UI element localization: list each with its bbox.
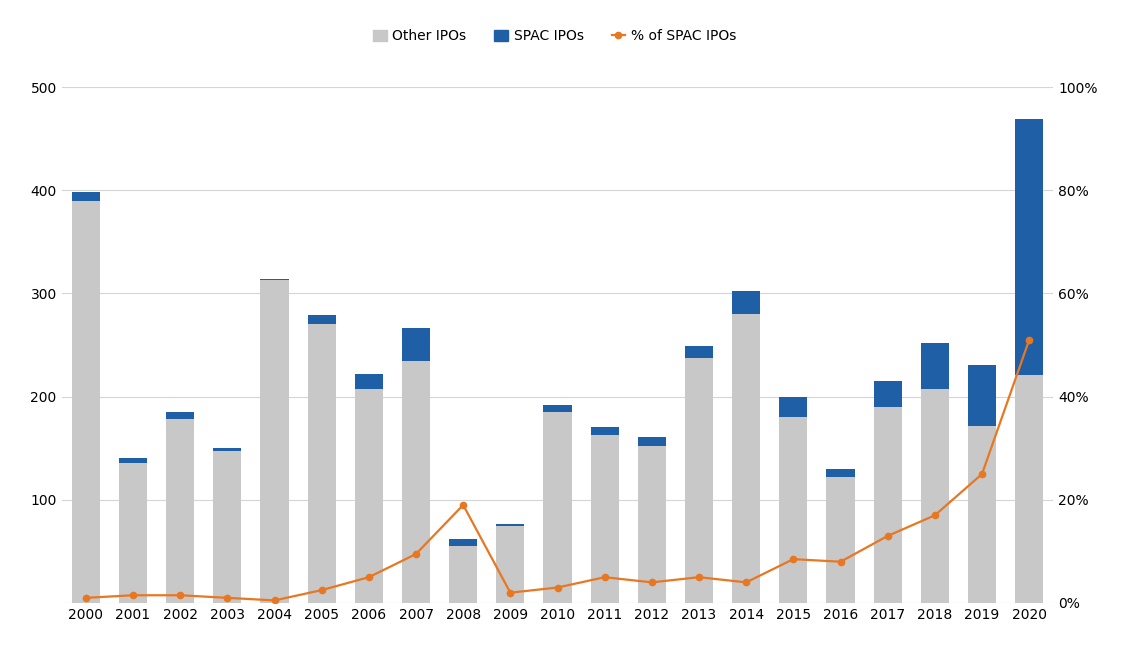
% of SPAC IPOs	[221, 594, 234, 602]
Bar	[354, 374, 383, 389]
Bar	[71, 200, 100, 603]
% of SPAC IPOs	[928, 511, 942, 519]
Bar	[591, 427, 619, 435]
Bar	[449, 546, 478, 603]
Bar	[1015, 119, 1044, 375]
Bar	[213, 448, 241, 452]
% of SPAC IPOs	[598, 574, 611, 582]
Bar	[543, 412, 572, 603]
Bar	[685, 358, 713, 603]
% of SPAC IPOs	[315, 586, 328, 594]
% of SPAC IPOs	[645, 578, 659, 586]
% of SPAC IPOs	[833, 557, 847, 565]
% of SPAC IPOs	[362, 574, 376, 582]
Bar	[874, 381, 902, 407]
% of SPAC IPOs	[267, 596, 281, 604]
Bar	[826, 477, 855, 603]
Bar	[543, 405, 572, 412]
Bar	[119, 458, 147, 463]
Line: % of SPAC IPOs: % of SPAC IPOs	[83, 337, 1032, 604]
Bar	[637, 446, 666, 603]
Bar	[496, 523, 524, 525]
% of SPAC IPOs	[126, 591, 140, 599]
Bar	[591, 435, 619, 603]
% of SPAC IPOs	[739, 578, 753, 586]
Bar	[732, 291, 761, 314]
Bar	[308, 324, 336, 603]
Bar	[402, 328, 430, 360]
% of SPAC IPOs	[79, 594, 93, 602]
% of SPAC IPOs	[975, 470, 989, 478]
Bar	[119, 463, 147, 603]
% of SPAC IPOs	[550, 584, 564, 592]
Bar	[920, 343, 949, 389]
Bar	[779, 417, 807, 603]
Bar	[71, 192, 100, 200]
Bar	[166, 419, 195, 603]
Legend: Other IPOs, SPAC IPOs, % of SPAC IPOs: Other IPOs, SPAC IPOs, % of SPAC IPOs	[368, 23, 741, 49]
% of SPAC IPOs	[410, 550, 423, 558]
Bar	[402, 360, 430, 603]
Bar	[354, 389, 383, 603]
Bar	[732, 314, 761, 603]
Bar	[166, 412, 195, 419]
Bar	[685, 346, 713, 358]
% of SPAC IPOs	[1022, 336, 1036, 344]
% of SPAC IPOs	[456, 501, 470, 509]
Bar	[260, 279, 289, 280]
% of SPAC IPOs	[787, 555, 800, 563]
Bar	[779, 397, 807, 417]
% of SPAC IPOs	[692, 574, 706, 582]
Bar	[637, 437, 666, 446]
% of SPAC IPOs	[504, 589, 517, 597]
Bar	[920, 389, 949, 603]
% of SPAC IPOs	[173, 591, 187, 599]
Bar	[308, 315, 336, 324]
Bar	[1015, 375, 1044, 603]
Bar	[968, 425, 996, 603]
Bar	[496, 525, 524, 603]
% of SPAC IPOs	[881, 532, 894, 540]
Bar	[449, 539, 478, 546]
Bar	[213, 452, 241, 603]
Bar	[874, 407, 902, 603]
Bar	[826, 469, 855, 477]
Bar	[260, 280, 289, 603]
Bar	[968, 364, 996, 425]
